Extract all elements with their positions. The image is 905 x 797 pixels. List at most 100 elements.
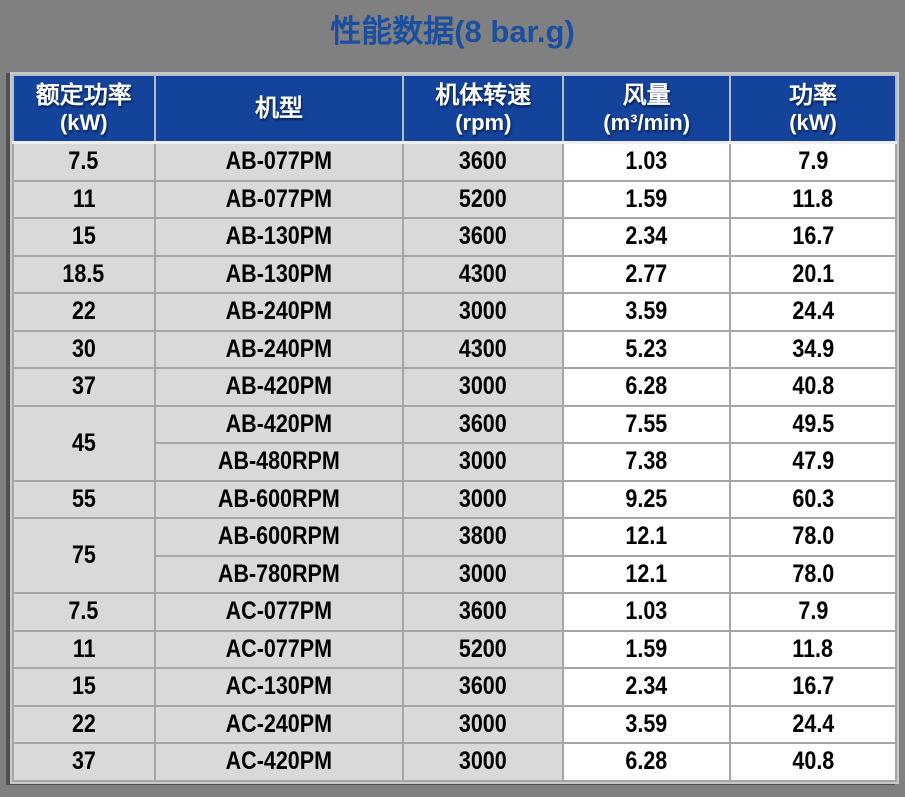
flow-cell: 5.23 <box>562 329 732 369</box>
power-cell: 78.0 <box>729 554 897 594</box>
model-cell: AC-130PM <box>153 667 405 707</box>
power-cell: 24.4 <box>729 292 897 332</box>
power-cell: 16.7 <box>729 667 897 707</box>
speed-cell: 3000 <box>402 554 565 594</box>
flow-cell: 2.34 <box>562 667 732 707</box>
model-cell: AB-420PM <box>153 404 405 444</box>
flow-cell: 2.77 <box>562 254 732 294</box>
model-cell: AC-240PM <box>153 704 405 744</box>
table-row: 22 AB-240PM 3000 3.59 24.4 <box>12 292 897 332</box>
rated-power-cell: 37 <box>12 367 156 407</box>
page-title: 性能数据(8 bar.g) <box>330 14 575 49</box>
header-model: 机型 <box>153 74 405 144</box>
power-cell: 11.8 <box>729 179 897 219</box>
table-row: AB-780RPM 3000 12.1 78.0 <box>13 554 897 594</box>
rated-power-cell: 22 <box>12 292 156 332</box>
header-flow-unit: (m³/min) <box>603 110 691 136</box>
speed-cell: 5200 <box>402 179 565 219</box>
rated-power-cell: 55 <box>12 479 156 519</box>
flow-cell: 1.59 <box>562 179 732 219</box>
table-row: 7.5 AB-077PM 3600 1.03 7.9 <box>12 141 897 182</box>
model-cell: AB-077PM <box>153 141 405 182</box>
rated-power-cell: 37 <box>12 742 156 782</box>
header-rated-power-unit: (kW) <box>59 110 108 136</box>
rated-power-cell: 30 <box>12 329 156 369</box>
power-cell: 49.5 <box>729 404 897 444</box>
speed-cell: 4300 <box>402 329 565 369</box>
power-cell: 16.7 <box>729 217 897 257</box>
model-cell: AB-420PM <box>153 367 405 407</box>
model-cell: AB-240PM <box>153 329 405 369</box>
speed-cell: 3000 <box>402 704 565 744</box>
power-cell: 40.8 <box>729 742 897 782</box>
flow-cell: 3.59 <box>562 292 732 332</box>
speed-cell: 3000 <box>402 742 565 782</box>
flow-cell: 9.25 <box>562 479 732 519</box>
speed-cell: 3000 <box>402 292 565 332</box>
flow-cell: 2.34 <box>562 217 732 257</box>
model-cell: AB-130PM <box>153 217 405 257</box>
flow-cell: 7.38 <box>562 442 732 482</box>
speed-cell: 3600 <box>402 667 565 707</box>
model-cell: AC-077PM <box>153 592 405 632</box>
model-cell: AB-130PM <box>153 254 405 294</box>
table-row: 37 AB-420PM 3000 6.28 40.8 <box>12 367 897 407</box>
header-rated-power: 额定功率 (kW) <box>12 74 156 144</box>
rated-power-cell-merged: 75 <box>12 517 156 594</box>
rated-power-cell-merged: 45 <box>12 404 156 482</box>
flow-cell: 6.28 <box>562 367 732 407</box>
table-row: 15 AB-130PM 3600 2.34 16.7 <box>12 217 897 257</box>
speed-cell: 3600 <box>402 592 565 632</box>
power-cell: 11.8 <box>729 629 897 669</box>
power-cell: 20.1 <box>729 254 897 294</box>
table-row: 15 AC-130PM 3600 2.34 16.7 <box>12 667 897 707</box>
power-cell: 60.3 <box>729 479 897 519</box>
power-cell: 34.9 <box>729 329 897 369</box>
speed-cell: 3600 <box>402 217 565 257</box>
table-row: AB-480RPM 3000 7.38 47.9 <box>13 442 897 482</box>
rated-power-cell: 7.5 <box>12 592 156 632</box>
flow-cell: 6.28 <box>562 742 732 782</box>
model-cell: AB-600RPM <box>153 517 405 557</box>
model-cell: AB-480RPM <box>153 442 405 482</box>
flow-cell: 7.55 <box>562 404 732 444</box>
speed-cell: 3600 <box>402 141 565 182</box>
header-power-unit: (kW) <box>789 110 837 136</box>
header-speed: 机体转速 (rpm) <box>402 74 565 144</box>
rated-power-cell: 15 <box>12 217 156 257</box>
rated-power-cell: 22 <box>12 704 156 744</box>
table-row: 75 AB-600RPM 3800 12.1 78.0 <box>12 517 897 594</box>
speed-cell: 3000 <box>402 367 565 407</box>
table-row: 18.5 AB-130PM 4300 2.77 20.1 <box>12 254 897 294</box>
rated-power-cell: 11 <box>12 629 156 669</box>
power-cell: 47.9 <box>729 442 897 482</box>
model-cell: AB-600RPM <box>153 479 405 519</box>
model-cell: AC-077PM <box>153 629 405 669</box>
flow-cell: 1.03 <box>562 141 732 182</box>
header-model-label: 机型 <box>255 94 303 122</box>
model-cell: AB-240PM <box>153 292 405 332</box>
header-row: 额定功率 (kW) 机型 机体转速 (rpm) 风量 (m³/min) 功率 <box>12 74 897 144</box>
header-speed-label: 机体转速 <box>435 82 532 110</box>
rated-power-cell: 7.5 <box>12 141 156 182</box>
header-flow-label: 风量 <box>622 82 671 110</box>
power-cell: 40.8 <box>729 367 897 407</box>
rated-power-cell: 11 <box>12 179 156 219</box>
model-cell: AB-077PM <box>153 179 405 219</box>
speed-cell: 3800 <box>402 517 565 557</box>
flow-cell: 12.1 <box>562 554 732 594</box>
table-row: 55 AB-600RPM 3000 9.25 60.3 <box>12 479 897 519</box>
flow-cell: 1.03 <box>562 592 732 632</box>
table-row: 37 AC-420PM 3000 6.28 40.8 <box>12 742 897 782</box>
power-cell: 78.0 <box>729 517 897 557</box>
flow-cell: 3.59 <box>562 704 732 744</box>
table-row: 11 AC-077PM 5200 1.59 11.8 <box>12 629 897 669</box>
table-row: 7.5 AC-077PM 3600 1.03 7.9 <box>12 592 897 632</box>
speed-cell: 3600 <box>402 404 565 444</box>
power-cell: 7.9 <box>729 141 897 182</box>
header-rated-power-label: 额定功率 <box>35 82 132 110</box>
performance-table-container: 额定功率 (kW) 机型 机体转速 (rpm) 风量 (m³/min) 功率 <box>10 72 899 784</box>
header-power: 功率 (kW) <box>729 74 897 144</box>
flow-cell: 12.1 <box>562 517 732 557</box>
header-power-label: 功率 <box>789 82 838 110</box>
